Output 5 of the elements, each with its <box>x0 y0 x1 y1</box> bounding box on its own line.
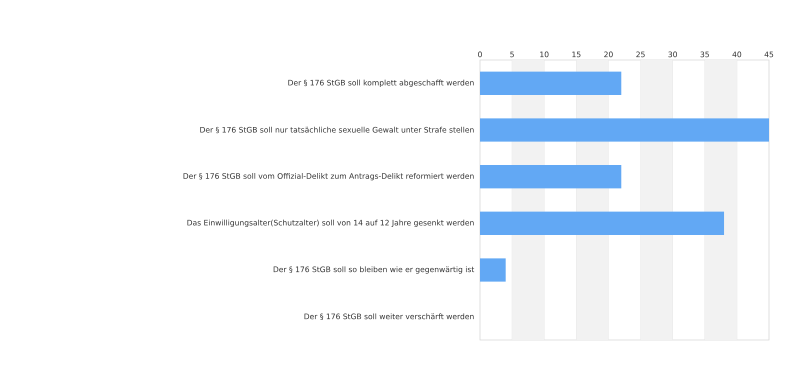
bar <box>480 118 770 142</box>
bar <box>480 165 622 188</box>
bar <box>480 258 506 282</box>
bar <box>480 212 724 236</box>
bar <box>480 72 622 95</box>
